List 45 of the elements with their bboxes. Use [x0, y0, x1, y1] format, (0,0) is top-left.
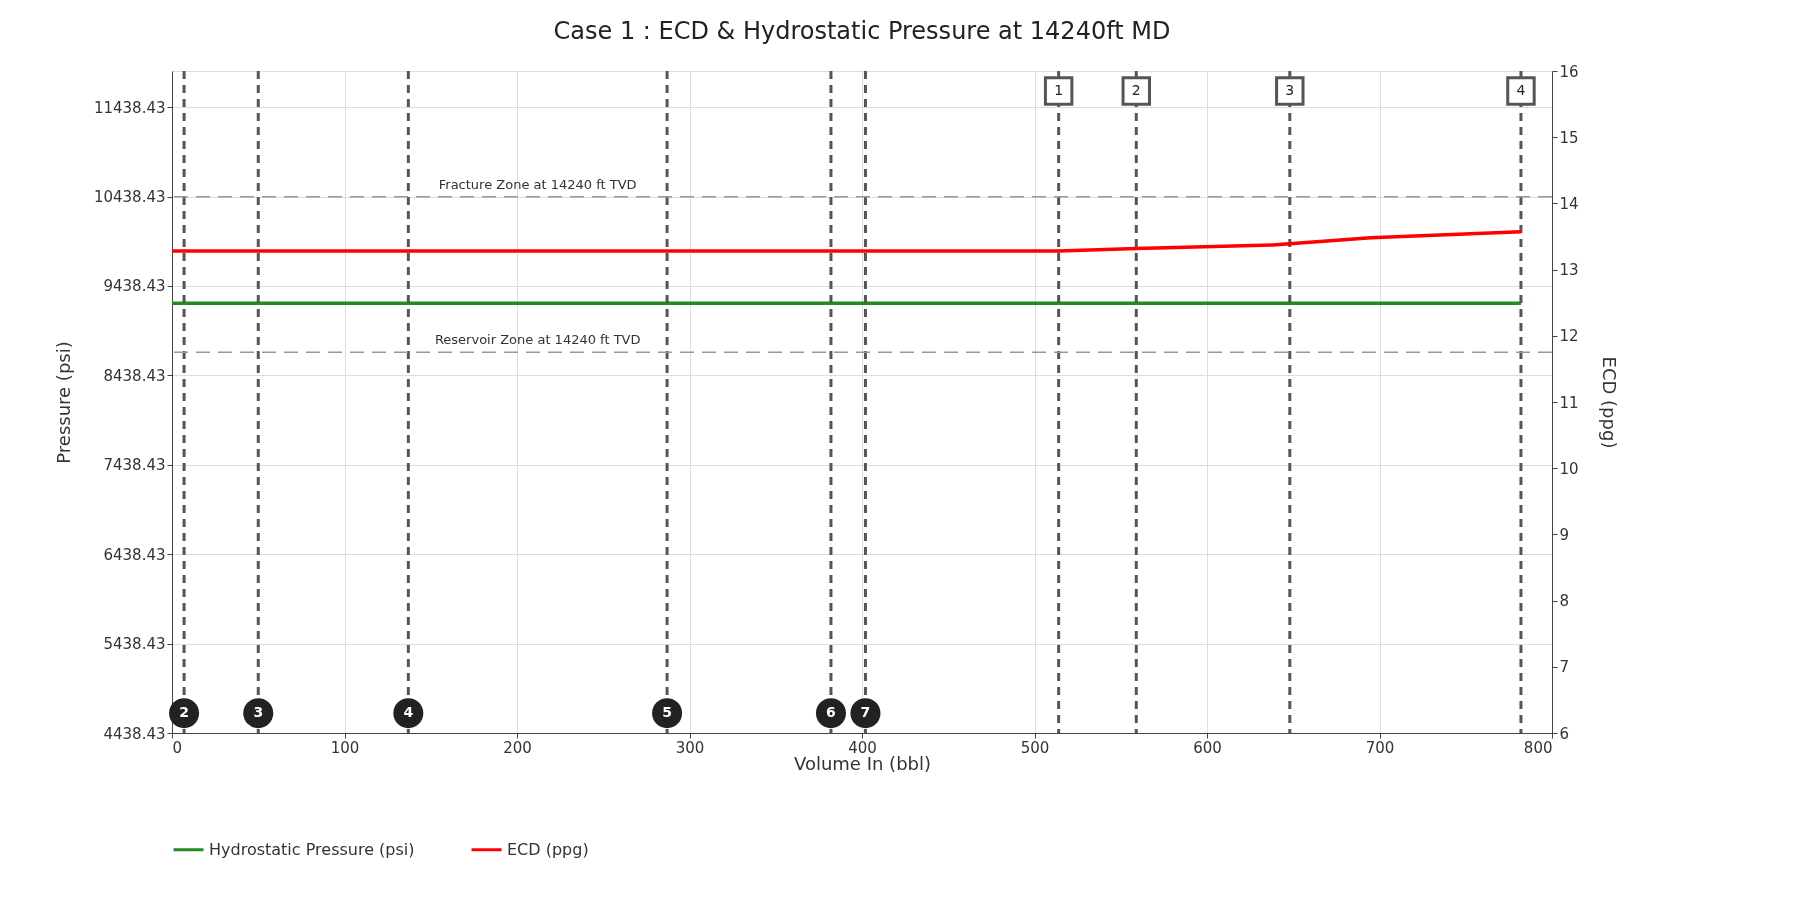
- x-tick-label: 600: [1193, 738, 1222, 757]
- annotation: 3: [253, 704, 264, 721]
- legend-label: ECD (ppg): [507, 839, 589, 859]
- ref-line-label: Fracture Zone at 14240 ft TVD: [438, 176, 637, 192]
- x-tick-label: 300: [675, 738, 705, 757]
- x-tick-label: 800: [1523, 738, 1553, 757]
- y2-tick-label: 14: [1559, 194, 1579, 213]
- x-tick-label: 500: [1020, 738, 1050, 757]
- y-tick-label: 9438.43: [103, 277, 166, 296]
- y-axis-title: Pressure (psi): [52, 341, 74, 464]
- annotation: 4: [1516, 81, 1526, 98]
- y2-tick-label: 10: [1559, 459, 1579, 478]
- chart-title: Case 1 : ECD & Hydrostatic Pressure at 14240ft MD: [553, 17, 1171, 45]
- y-tick-label: 11438.43: [93, 98, 166, 117]
- y-tick-label: 10438.43: [93, 188, 166, 207]
- y2-tick-label: 8: [1559, 592, 1570, 611]
- ref-line-label: Reservoir Zone at 14240 ft TVD: [434, 332, 641, 348]
- y2-tick-label: 6: [1559, 724, 1570, 743]
- annotation: 5: [662, 704, 672, 721]
- y2-axis-title: ECD (ppg): [1598, 356, 1620, 449]
- annotation: 2: [179, 704, 189, 721]
- legend-label: Hydrostatic Pressure (psi): [209, 839, 415, 859]
- line-series: [170, 230, 1523, 253]
- annotation: 2: [1131, 81, 1141, 98]
- y-tick-label: 8438.43: [103, 366, 166, 385]
- y-tick-label: 7438.43: [103, 456, 166, 475]
- annotation: 6: [826, 704, 836, 721]
- y2-tick-label: 7: [1559, 658, 1570, 677]
- annotation: 3: [1285, 81, 1295, 98]
- y-tick-label: 4438.43: [103, 724, 166, 743]
- y-tick-label: 5438.43: [103, 635, 166, 654]
- y2-tick-label: 9: [1559, 525, 1570, 544]
- x-tick-label: 700: [1365, 738, 1395, 757]
- x-tick-label: 0: [172, 738, 183, 757]
- x-tick-label: 100: [330, 738, 360, 757]
- annotation: 7: [860, 704, 871, 721]
- y-tick-label: 6438.43: [103, 545, 166, 564]
- y2-tick-label: 13: [1559, 261, 1579, 280]
- x-tick-label: 200: [503, 738, 532, 757]
- y2-tick-label: 12: [1559, 327, 1579, 346]
- y2-tick-label: 11: [1559, 393, 1579, 412]
- annotation: 1: [1054, 81, 1064, 98]
- y2-tick-label: 16: [1559, 62, 1579, 81]
- annotation: 4: [403, 704, 414, 721]
- y2-tick-label: 15: [1559, 128, 1579, 147]
